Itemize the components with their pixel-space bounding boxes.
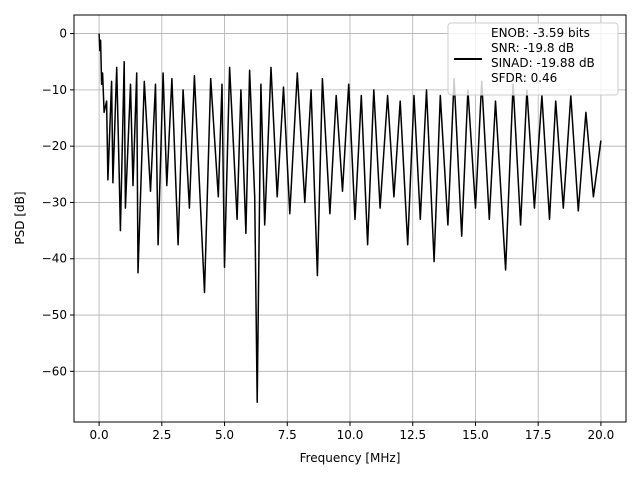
x-tick-label: 5.0	[215, 428, 234, 442]
x-tick-label: 15.0	[462, 428, 489, 442]
plot-area	[98, 33, 602, 404]
x-tick-label: 17.5	[525, 428, 552, 442]
x-axis-label: Frequency [MHz]	[300, 451, 401, 465]
y-axis-ticks: 0 −10 −20 −30 −40 −50 −60	[42, 27, 74, 378]
x-tick-label: 12.5	[399, 428, 426, 442]
legend-box	[447, 22, 619, 96]
y-tick-label: −30	[42, 195, 67, 209]
legend-snr: SNR: -19.8 dB	[491, 41, 574, 55]
x-tick-label: 2.5	[152, 428, 171, 442]
x-tick-label: 7.5	[278, 428, 297, 442]
legend: ENOB: -3.59 bits SNR: -19.8 dB SINAD: -1…	[447, 22, 619, 96]
y-tick-label: −20	[42, 139, 67, 153]
y-tick-label: −60	[42, 364, 67, 378]
y-tick-label: 0	[59, 27, 67, 41]
y-tick-label: −10	[42, 83, 67, 97]
psd-series-line	[98, 33, 602, 404]
x-axis-ticks: 0.0 2.5 5.0 7.5 10.0 12.5 15.0 17.5 20.0	[90, 422, 615, 442]
x-tick-label: 10.0	[337, 428, 364, 442]
y-axis-label: PSD [dB]	[13, 191, 27, 244]
legend-sinad: SINAD: -19.88 dB	[491, 56, 595, 70]
y-tick-label: −40	[42, 252, 67, 266]
x-tick-label: 0.0	[90, 428, 109, 442]
legend-sfdr: SFDR: 0.46	[491, 71, 557, 85]
y-tick-label: −50	[42, 308, 67, 322]
x-tick-label: 20.0	[588, 428, 615, 442]
legend-enob: ENOB: -3.59 bits	[491, 26, 590, 40]
